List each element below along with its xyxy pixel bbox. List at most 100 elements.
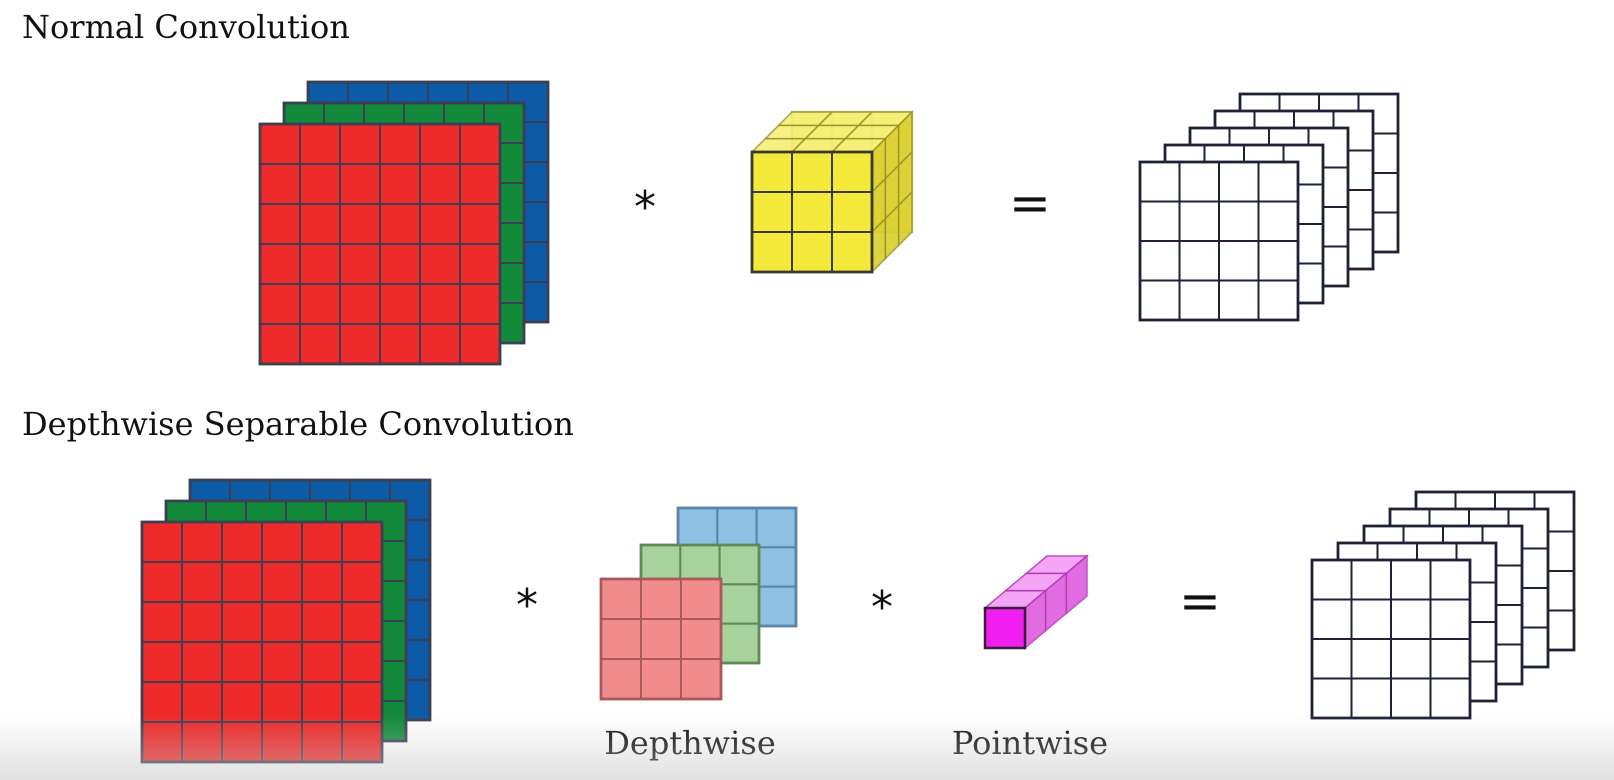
grid-cell xyxy=(1429,559,1471,601)
grid-cell xyxy=(259,283,301,325)
grid-cell xyxy=(1350,677,1392,719)
grid-border xyxy=(1138,160,1300,322)
grid-cell xyxy=(1390,677,1432,719)
grid-cell xyxy=(301,601,343,643)
grid-cell xyxy=(379,163,421,205)
grid-cell xyxy=(1257,200,1299,242)
kernel-cube xyxy=(750,110,914,274)
grid-cell xyxy=(341,641,383,683)
grid-cell xyxy=(341,681,383,723)
grid-cell xyxy=(640,658,682,700)
grid-cell xyxy=(1311,638,1353,680)
grid-cell xyxy=(301,641,343,683)
output-volume xyxy=(1138,92,1400,322)
input-volume xyxy=(140,478,432,764)
input-channel-red xyxy=(258,122,502,366)
grid-cell xyxy=(301,721,343,763)
normal-convolution-title: Normal Convolution xyxy=(22,8,350,46)
grid-cell xyxy=(677,507,719,549)
grid-cell xyxy=(221,601,263,643)
equals-operator: = xyxy=(1179,572,1221,630)
grid-cell xyxy=(1311,559,1353,601)
grid-cell xyxy=(718,544,761,586)
grid-cell xyxy=(1257,161,1299,203)
grid-cell xyxy=(751,231,793,273)
grid-cell xyxy=(261,521,303,563)
grid-cell xyxy=(459,203,501,245)
grid-cell xyxy=(261,721,303,763)
grid-cell xyxy=(1257,279,1299,321)
kernel-side-cell xyxy=(897,190,913,248)
grid-cell xyxy=(680,658,722,700)
kernel-front-face xyxy=(750,150,874,274)
grid-cell xyxy=(221,641,263,683)
output-channel xyxy=(1310,558,1472,720)
grid-cell xyxy=(341,601,383,643)
grid-cell xyxy=(181,561,223,603)
grid-cell xyxy=(1311,598,1353,640)
depthwise-label: Depthwise xyxy=(604,724,776,762)
grid-cell xyxy=(419,163,461,205)
grid-cell xyxy=(1218,279,1260,321)
grid-cell xyxy=(1350,638,1392,680)
grid-cell xyxy=(379,283,421,325)
grid-cell xyxy=(600,658,642,700)
grid-cell xyxy=(339,323,381,365)
input-volume xyxy=(258,80,550,366)
grid-cell xyxy=(1218,240,1260,282)
grid-cell xyxy=(221,521,263,563)
grid-cell xyxy=(259,243,301,285)
grid-cell xyxy=(718,622,761,665)
grid-cell xyxy=(221,561,263,603)
grid-cell xyxy=(181,721,223,763)
grid-cell xyxy=(379,243,421,285)
grid-cell xyxy=(379,203,421,245)
depthwise-kernels xyxy=(599,506,798,701)
grid-cell xyxy=(1257,240,1299,282)
grid-cell xyxy=(751,151,793,193)
grid-cell xyxy=(419,203,461,245)
grid-cell xyxy=(299,323,341,365)
grid-cell xyxy=(1390,638,1432,680)
grid-cell xyxy=(301,521,343,563)
grid-cell xyxy=(221,721,263,763)
grid-cell xyxy=(1139,200,1181,242)
pointwise-side-cell xyxy=(1065,554,1088,615)
grid-cell xyxy=(261,641,303,683)
grid-cell xyxy=(459,243,501,285)
grid-cell xyxy=(1218,200,1260,242)
grid-cell xyxy=(301,681,343,723)
grid-cell xyxy=(640,578,682,620)
grid-cell xyxy=(339,203,381,245)
grid-cell xyxy=(181,681,223,723)
grid-cell xyxy=(1178,279,1220,321)
grid-cell xyxy=(459,283,501,325)
grid-cell xyxy=(259,123,301,165)
grid-cell xyxy=(716,507,758,549)
grid-cell xyxy=(141,601,183,643)
multiply-operator: * xyxy=(634,182,656,233)
grid-cell xyxy=(680,578,722,620)
grid-cell xyxy=(261,561,303,603)
grid-cell xyxy=(1429,638,1471,680)
grid-cell xyxy=(459,163,501,205)
grid-cell xyxy=(1350,598,1392,640)
grid-cell xyxy=(379,123,421,165)
depthwise-kernel-red xyxy=(599,577,723,701)
kernel-top-face xyxy=(750,111,914,153)
pointwise-side-face xyxy=(1024,554,1088,650)
grid-cell xyxy=(419,123,461,165)
grid-cell xyxy=(261,681,303,723)
grid-cell xyxy=(141,721,183,763)
pointwise-label: Pointwise xyxy=(952,724,1108,762)
grid-cell xyxy=(419,323,461,365)
grid-cell xyxy=(339,163,381,205)
pointwise-top-face xyxy=(982,555,1090,609)
grid-cell xyxy=(299,283,341,325)
normal-convolution-section: Normal Convolution * = xyxy=(22,8,1400,366)
grid-cell xyxy=(299,243,341,285)
grid-cell xyxy=(1139,240,1181,282)
grid-border xyxy=(750,150,874,274)
grid-cell xyxy=(791,151,833,193)
multiply-operator: * xyxy=(871,582,893,633)
